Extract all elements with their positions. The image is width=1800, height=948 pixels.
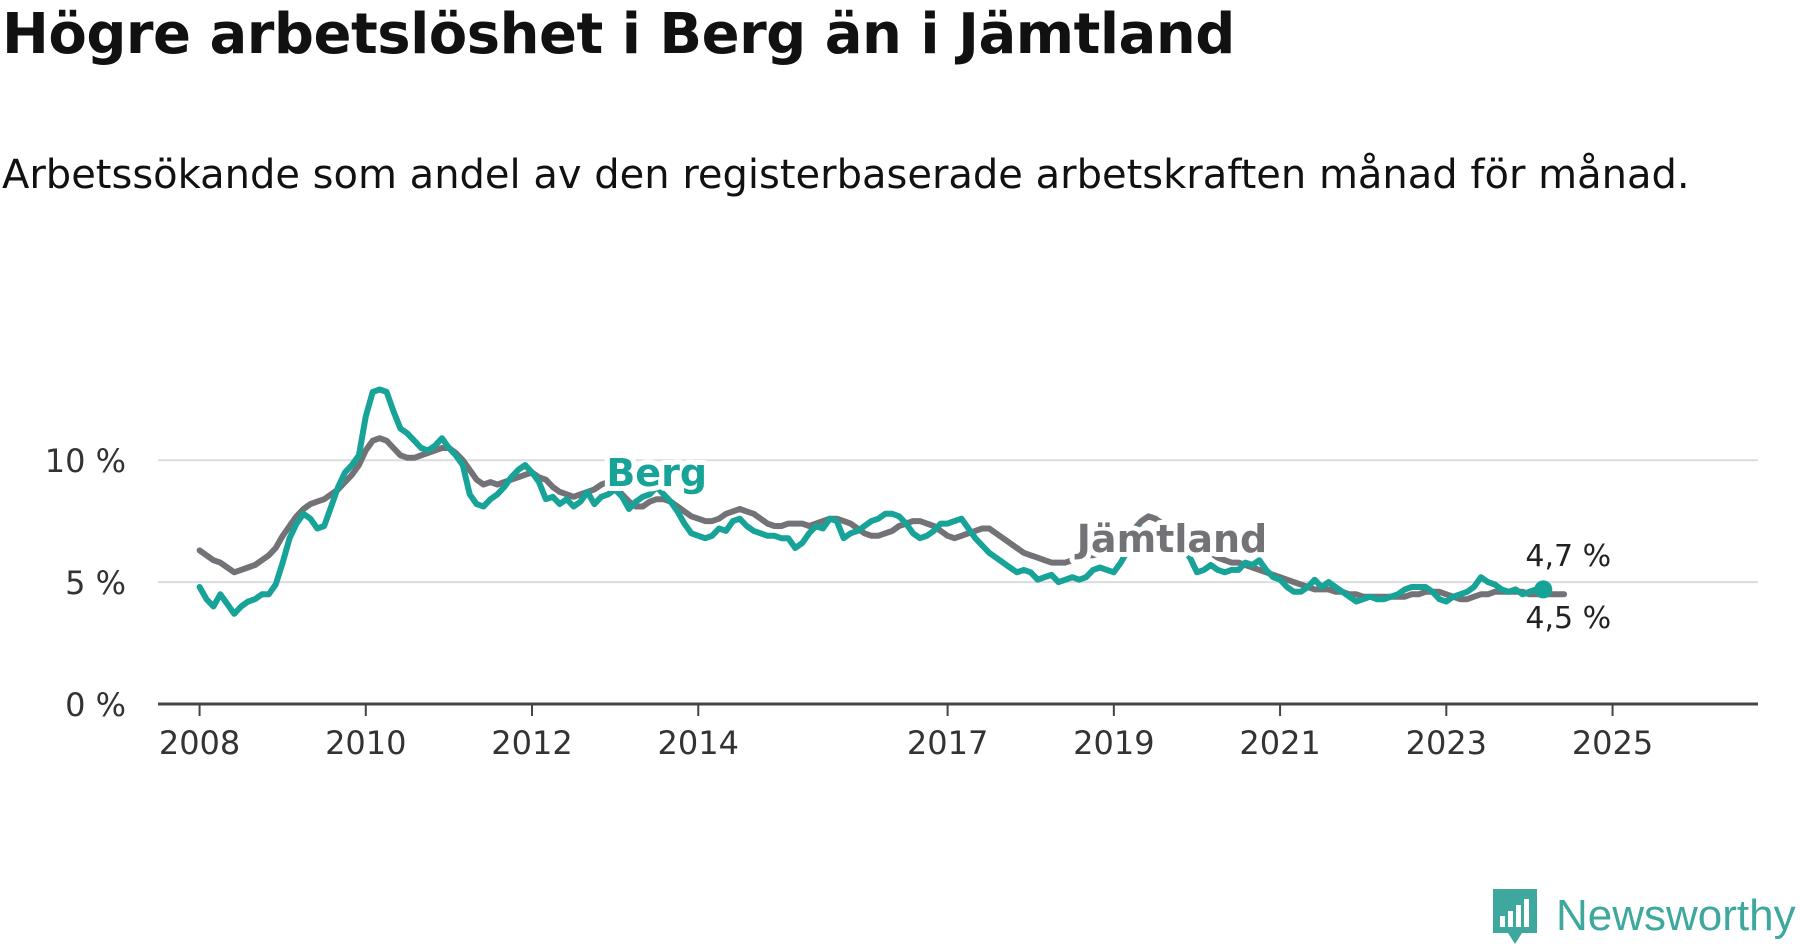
chart-title: Högre arbetslöshet i Berg än i Jämtland [2, 2, 1235, 67]
series-label-berg: Berg [606, 451, 707, 495]
x-tick-label: 2021 [1239, 724, 1320, 762]
end-label-berg: 4,7 % [1525, 539, 1611, 574]
x-tick-label: 2025 [1572, 724, 1653, 762]
newsworthy-logo: Newsworthy [1490, 885, 1796, 947]
series-label-jamtland: Jämtland [1074, 517, 1267, 561]
y-tick-label: 10 % [45, 442, 126, 480]
x-tick-label: 2010 [325, 724, 406, 762]
x-tick-label: 2014 [658, 724, 739, 762]
series-line-berg [196, 386, 1547, 617]
newsworthy-logo-icon [1493, 889, 1537, 944]
end-label-jamtland: 4,5 % [1525, 601, 1611, 636]
y-tick-label: 0 % [65, 686, 126, 724]
x-tick-label: 2017 [907, 724, 988, 762]
y-axis: 0 % 5 % 10 % [45, 442, 126, 724]
series-line-jmtland [196, 435, 1568, 603]
chart-subtitle: Arbetssökande som andel av den registerb… [2, 152, 1690, 198]
x-tick-label: 2008 [159, 724, 240, 762]
x-tick-label: 2019 [1073, 724, 1154, 762]
series-end-marker [1534, 580, 1553, 599]
series-labels: Berg Jämtland 4,7 % 4,5 % [601, 446, 1614, 639]
x-tick-label: 2012 [491, 724, 572, 762]
x-tick-label: 2023 [1406, 724, 1487, 762]
x-axis: 2008 2010 2012 2014 2017 2019 2021 2023 2025 [159, 704, 1653, 762]
brand-name: Newsworthy [1556, 891, 1796, 940]
y-tick-label: 5 % [65, 564, 126, 602]
series-lines [196, 386, 1568, 617]
